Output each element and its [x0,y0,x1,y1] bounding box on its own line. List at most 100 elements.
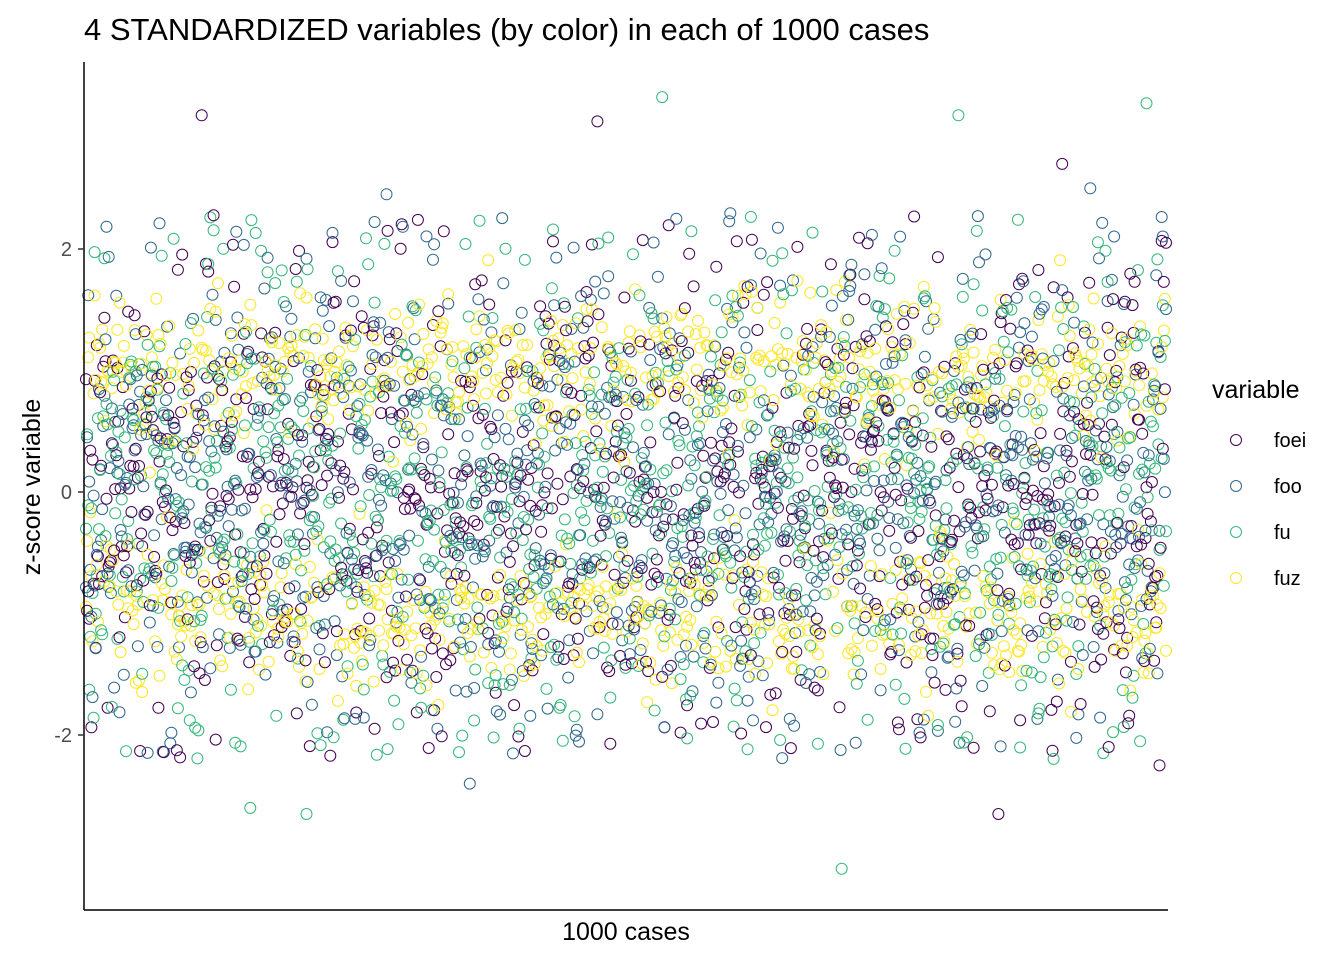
point-foei [1153,759,1166,772]
point-foei [127,460,140,473]
point-foei [148,550,161,563]
point-fuz [156,594,169,607]
point-fu [243,635,256,648]
point-fuz [415,422,428,435]
point-foei [1024,351,1037,364]
point-foei [206,487,219,500]
chart-title: 4 STANDARDIZED variables (by color) in e… [84,12,929,47]
point-fu [1027,560,1039,573]
point-fu [285,420,298,433]
point-foo [469,552,482,565]
point-fu [1010,518,1023,531]
point-fuz [579,366,592,379]
point-foo [265,331,278,344]
point-fuz [745,285,758,298]
y-tick-label: 2 [61,239,72,261]
point-fuz [183,342,196,355]
point-foo [187,312,199,325]
point-fuz [577,430,590,442]
point-fuz [338,628,351,641]
point-fuz [325,382,338,395]
point-foei [442,428,455,441]
point-foei [108,544,121,557]
point-foo [108,681,121,694]
point-foo [502,433,515,446]
point-foei [1103,349,1116,362]
point-foei [1014,714,1027,727]
point-fu [270,709,283,722]
point-fuz [1151,598,1164,611]
point-foei [357,321,370,334]
point-foo [395,573,408,586]
point-foo [707,454,719,467]
point-foei [342,407,355,420]
point-foei [534,300,547,313]
point-fuz [806,641,819,654]
point-fu [1031,364,1044,377]
point-foei [518,745,531,757]
point-foo [221,480,234,493]
point-foei [197,575,210,588]
point-fu [144,403,157,416]
point-foo [141,746,154,759]
point-fuz [242,683,255,696]
point-fu [95,624,108,637]
point-fu [101,418,114,431]
point-foei [1120,666,1132,679]
point-fuz [193,598,206,611]
point-fuz [273,337,286,349]
point-foo [271,636,284,649]
point-fu [677,658,690,671]
point-foo [644,354,657,366]
point-foei [150,567,163,580]
point-foo [549,444,562,457]
point-foo [550,251,563,264]
point-fu [915,505,928,518]
point-fu [893,394,905,407]
point-fu [487,731,500,744]
point-foo [153,217,166,230]
point-foo [1155,211,1168,223]
point-foei [1123,709,1136,722]
point-foei [139,508,152,521]
point-foo [90,548,103,561]
point-foei [368,722,381,735]
point-foei [187,435,199,448]
point-foei [120,566,132,579]
point-foo [684,454,697,467]
point-fu [596,465,609,478]
point-foo [362,470,375,483]
point-fu [223,441,236,454]
point-fu [602,231,615,244]
point-foo [574,529,587,542]
point-foei [471,518,484,531]
point-fu [600,550,612,563]
point-fu [536,427,549,440]
point-fuz [149,635,162,648]
point-fu [956,290,969,303]
point-fuz [690,363,703,376]
point-foo [302,365,315,378]
point-fu [864,507,877,519]
point-fu [348,547,361,560]
point-fuz [155,577,168,590]
point-foei [468,515,481,528]
point-fuz [571,342,584,355]
point-fu [363,489,376,501]
point-foo [672,593,685,606]
point-foo [268,590,281,603]
point-foo [209,313,222,326]
point-fuz [989,343,1002,356]
point-fu [884,572,897,584]
point-foei [272,444,285,457]
point-foei [362,526,375,539]
point-foei [893,723,905,736]
point-fu [194,613,207,626]
point-foo [201,591,214,604]
point-foei [244,483,257,496]
point-fuz [302,351,315,364]
point-foei [928,676,941,689]
point-fu [190,557,203,570]
point-fu [378,237,391,250]
point-foo [205,445,218,458]
